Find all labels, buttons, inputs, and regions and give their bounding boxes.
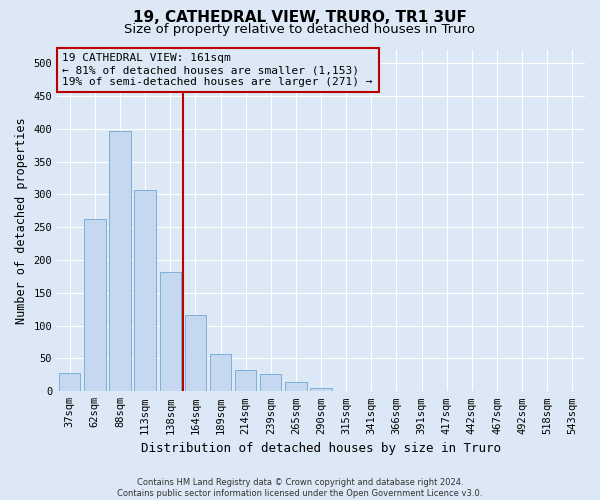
Bar bbox=[134, 190, 156, 392]
Bar bbox=[562, 390, 583, 392]
Text: 19, CATHEDRAL VIEW, TRURO, TR1 3UF: 19, CATHEDRAL VIEW, TRURO, TR1 3UF bbox=[133, 10, 467, 25]
X-axis label: Distribution of detached houses by size in Truro: Distribution of detached houses by size … bbox=[141, 442, 501, 455]
Bar bbox=[185, 314, 206, 392]
Y-axis label: Number of detached properties: Number of detached properties bbox=[15, 118, 28, 324]
Bar bbox=[285, 382, 307, 392]
Text: Size of property relative to detached houses in Truro: Size of property relative to detached ho… bbox=[125, 22, 476, 36]
Bar bbox=[109, 130, 131, 392]
Bar bbox=[160, 272, 181, 392]
Bar bbox=[59, 373, 80, 392]
Bar bbox=[260, 374, 281, 392]
Bar bbox=[461, 390, 482, 392]
Text: 19 CATHEDRAL VIEW: 161sqm
← 81% of detached houses are smaller (1,153)
19% of se: 19 CATHEDRAL VIEW: 161sqm ← 81% of detac… bbox=[62, 54, 373, 86]
Bar bbox=[84, 218, 106, 392]
Bar bbox=[210, 354, 231, 392]
Bar bbox=[235, 370, 256, 392]
Bar bbox=[310, 388, 332, 392]
Text: Contains HM Land Registry data © Crown copyright and database right 2024.
Contai: Contains HM Land Registry data © Crown c… bbox=[118, 478, 482, 498]
Bar bbox=[335, 390, 357, 392]
